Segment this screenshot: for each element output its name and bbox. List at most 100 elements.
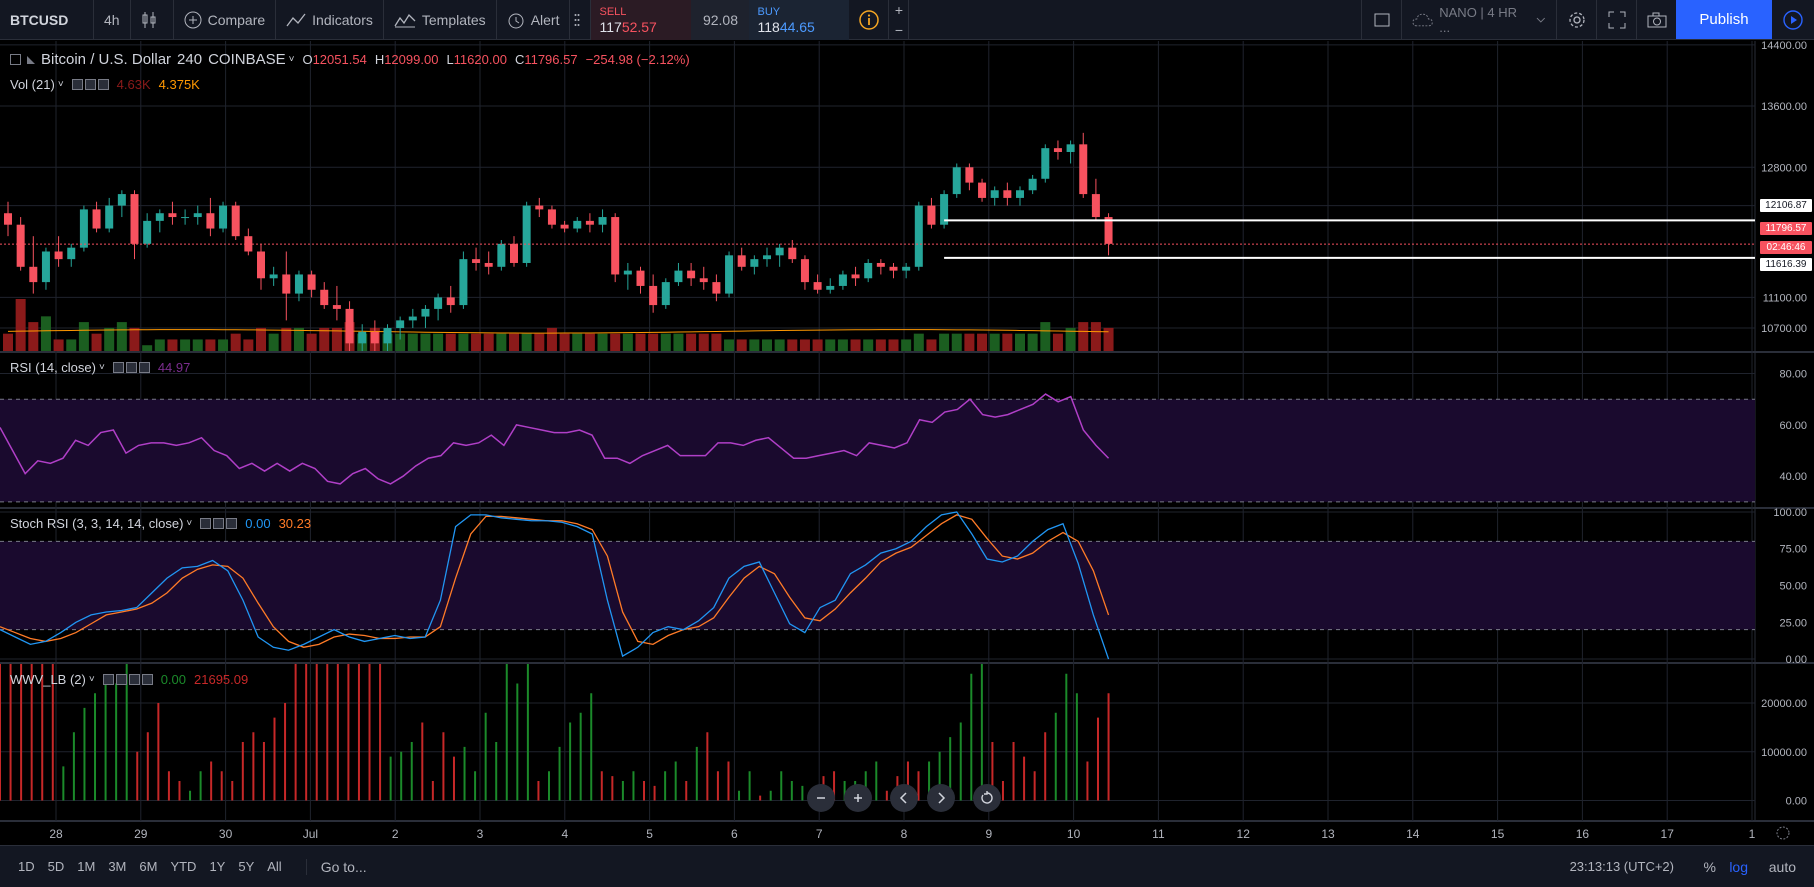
collapse-legend-icon[interactable] xyxy=(10,54,21,65)
upper-line-price-tag: 12106.87 xyxy=(1760,199,1812,212)
wwv-tick-label: 10000.00 xyxy=(1761,747,1807,759)
volume-bar xyxy=(977,333,988,351)
candle-body xyxy=(864,262,873,279)
last-price-tag: 11796.57 xyxy=(1760,222,1812,235)
layout-selector[interactable]: NANO | 4 HR ... xyxy=(1401,0,1556,39)
trade-panel: SELL 11752.57 92.08 BUY 11844.65 xyxy=(591,0,850,40)
fullscreen-button[interactable] xyxy=(1596,0,1636,39)
alert-button[interactable]: Alert xyxy=(497,0,571,39)
wwv-code-icon[interactable] xyxy=(128,674,140,685)
candle-body xyxy=(67,247,76,260)
volume-bar xyxy=(509,333,519,351)
decrease-button[interactable]: − xyxy=(894,22,904,38)
range-ytd[interactable]: YTD xyxy=(170,859,197,874)
replay-button[interactable] xyxy=(1772,0,1814,39)
clock[interactable]: 23:13:13 (UTC+2) xyxy=(1569,859,1674,874)
wwv-title[interactable]: WWV_LB (2) xyxy=(10,672,86,687)
indicators-button[interactable]: Indicators xyxy=(276,0,384,39)
reset-chart-button[interactable] xyxy=(973,784,1001,812)
candle-body xyxy=(1091,194,1100,218)
snapshot-button[interactable] xyxy=(1636,0,1676,39)
rsi-visibility-icon[interactable] xyxy=(112,362,124,373)
templates-button[interactable]: Templates xyxy=(384,0,497,39)
candle-body xyxy=(813,282,822,290)
volume-bar xyxy=(129,327,140,351)
buy-button[interactable]: BUY 11844.65 xyxy=(749,0,850,40)
volume-bar xyxy=(1040,322,1051,351)
volume-dropdown-icon[interactable]: ˅ xyxy=(57,79,64,90)
stoch-visibility-icon[interactable] xyxy=(200,518,212,529)
percent-scale-button[interactable]: % xyxy=(1703,858,1716,875)
range-5d[interactable]: 5D xyxy=(47,859,65,874)
range-1y[interactable]: 1Y xyxy=(209,859,226,874)
rsi-title[interactable]: RSI (14, close) xyxy=(10,360,96,375)
stoch-dropdown-icon[interactable]: ˅ xyxy=(186,518,193,529)
legend-dropdown-icon[interactable]: ˅ xyxy=(288,54,295,65)
volume-bar xyxy=(167,339,178,351)
price-axis[interactable]: 14400.0013600.0012800.0012300.0011100.00… xyxy=(1761,41,1807,808)
chart-canvas[interactable]: 14400.0013600.0012800.0012300.0011100.00… xyxy=(0,41,1814,845)
range-6m[interactable]: 6M xyxy=(139,859,158,874)
scroll-left-button[interactable] xyxy=(890,784,918,812)
alarm-clock-icon xyxy=(508,13,524,28)
chart-type-button[interactable] xyxy=(131,0,174,39)
range-1m[interactable]: 1M xyxy=(77,859,96,874)
range-3m[interactable]: 3M xyxy=(108,859,127,874)
range-5y[interactable]: 5Y xyxy=(238,859,255,874)
symbol-title[interactable]: Bitcoin / U.S. Dollar xyxy=(41,51,172,68)
time-axis[interactable]: 28 29 30 Jul 2 3 4 5 6 7 8 9 10 11 12 13 14 15 16 17 1 xyxy=(49,826,1790,841)
candle-body xyxy=(510,243,518,263)
stoch-settings-icon[interactable] xyxy=(213,518,225,529)
compare-button[interactable]: Compare xyxy=(174,0,277,39)
chevron-right-icon xyxy=(938,792,946,804)
price-tick-label: 12800.00 xyxy=(1761,162,1807,174)
wwv-remove-icon[interactable] xyxy=(141,674,153,685)
candle-body xyxy=(421,308,430,317)
volume-bar xyxy=(787,339,798,351)
volume-remove-icon[interactable] xyxy=(97,79,109,90)
volume-title[interactable]: Vol (21) xyxy=(10,77,55,92)
auto-scale-button[interactable]: auto xyxy=(1768,858,1796,875)
fullscreen-select-button[interactable] xyxy=(1361,0,1401,39)
candle-body xyxy=(573,220,582,229)
zoom-in-button[interactable] xyxy=(844,784,872,812)
range-1d[interactable]: 1D xyxy=(18,859,35,874)
scroll-right-button[interactable] xyxy=(927,784,955,812)
stoch-remove-icon[interactable] xyxy=(226,518,238,529)
sell-button[interactable]: SELL 11752.57 xyxy=(591,0,692,40)
volume-bar xyxy=(698,333,709,351)
candle-body xyxy=(826,285,835,290)
rsi-settings-icon[interactable] xyxy=(125,362,137,373)
volume-visibility-icon[interactable] xyxy=(71,79,83,90)
drag-handle[interactable] xyxy=(570,0,592,39)
symbol-search[interactable]: BTCUSD xyxy=(0,0,94,39)
time-tick-label: 8 xyxy=(901,827,908,841)
volume-ma-value: 4.375K xyxy=(158,77,200,92)
high-label: H xyxy=(374,52,385,67)
volume-legend: Vol (21) ˅ 4.63K 4.375K xyxy=(10,77,200,92)
stoch-title[interactable]: Stoch RSI (3, 3, 14, 14, close) xyxy=(10,516,184,531)
zoom-out-button[interactable] xyxy=(807,784,835,812)
rsi-dropdown-icon[interactable]: ˅ xyxy=(98,362,105,373)
volume-bar xyxy=(660,333,671,351)
settings-button[interactable] xyxy=(1556,0,1596,39)
wwv-visibility-icon[interactable] xyxy=(102,674,114,685)
candle-body xyxy=(788,247,797,260)
log-scale-button[interactable]: log xyxy=(1729,858,1748,875)
interval-button[interactable]: 4h xyxy=(94,0,131,39)
wwv-dropdown-icon[interactable]: ˅ xyxy=(88,674,95,685)
increase-button[interactable]: + xyxy=(894,2,904,18)
volume-bar xyxy=(736,339,747,351)
volume-bar xyxy=(496,333,507,351)
bar-countdown-tag: 02:46:46 xyxy=(1760,241,1812,254)
rsi-remove-icon[interactable] xyxy=(138,362,150,373)
wwv-settings-icon[interactable] xyxy=(115,674,127,685)
volume-settings-icon[interactable] xyxy=(84,79,96,90)
buy-price: 11844.65 xyxy=(757,19,815,35)
candle-body xyxy=(611,217,620,275)
go-to-button[interactable]: Go to... xyxy=(305,858,367,875)
trade-info-button[interactable] xyxy=(849,0,890,39)
publish-button[interactable]: Publish xyxy=(1676,0,1772,39)
candle-body xyxy=(332,305,341,309)
range-all[interactable]: All xyxy=(267,859,282,874)
